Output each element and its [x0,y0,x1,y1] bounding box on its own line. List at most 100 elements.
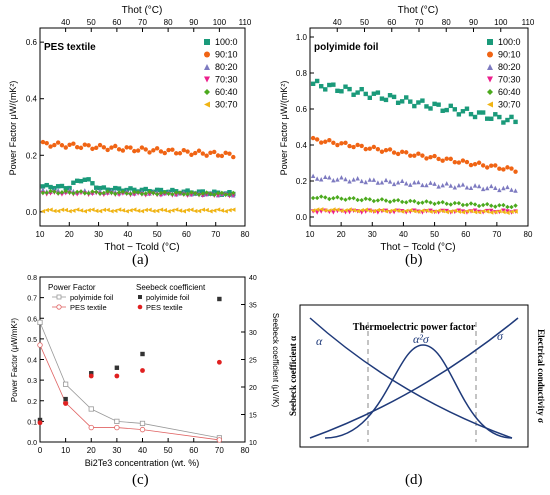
x2-tick-label: 80 [164,18,173,27]
data-point [48,188,53,194]
data-point [189,207,194,212]
data-point [204,207,209,213]
data-point [375,180,381,185]
data-point [101,185,107,190]
legend-label: polyimide foil [146,293,190,302]
y2-tick-label: 25 [249,358,257,365]
chart-a-x2-ticks: 40 50 60 70 80 90 100 110 [61,18,252,32]
data-point [189,152,194,157]
legend-label: PES textile [70,303,107,312]
data-point [193,208,198,214]
data-point [71,180,76,185]
data-point [219,190,225,196]
data-point [189,190,194,195]
data-point [371,91,377,96]
data-point [497,209,502,214]
power-factor-point [37,342,43,348]
data-point [399,178,405,183]
y2-tick-label: 35 [249,303,257,310]
data-point [371,144,377,150]
seebeck-point [63,396,68,402]
data-point [231,154,236,160]
data-point [208,150,213,155]
data-point [460,109,466,114]
data-point [208,191,213,197]
chart-b-x-ticks: 10 20 30 40 50 60 70 80 [306,222,533,239]
chart-a-legend: 100:0 90:10 80:20 70:30 60:40 30:70 [204,37,238,110]
data-point [355,208,360,214]
data-point [355,197,360,203]
data-point [314,78,320,84]
data-point [86,143,91,148]
data-point [143,186,148,192]
data-point [74,189,80,195]
y-tick-label: 0.8 [27,275,37,282]
chart-c-y-ticks: 0.0 0.1 0.2 0.3 0.4 0.5 0.6 0.7 0.8 [27,275,44,447]
legend-label: 30:70 [498,100,521,110]
data-point [485,165,490,170]
chart-a-points [40,139,236,214]
data-point [379,149,385,154]
data-point [497,166,502,171]
data-point [323,139,328,144]
data-point [436,184,441,189]
data-point [363,91,368,97]
data-point [456,182,462,188]
data-point [497,203,502,208]
legend-label: 70:30 [498,75,521,85]
data-point [314,207,320,212]
data-point [55,188,61,193]
data-point [387,93,393,98]
data-point [472,209,478,215]
data-point [59,143,65,148]
data-point [55,140,61,145]
data-point [359,86,364,92]
data-point [94,145,99,150]
data-point [509,187,514,192]
data-point [158,190,164,196]
data-point [227,151,232,156]
x2-tick-label: 110 [239,18,252,27]
data-point [456,209,462,214]
data-point [162,208,167,213]
data-point [355,176,360,181]
data-point [196,208,202,214]
data-point [74,192,80,197]
data-point [404,208,409,213]
data-point [212,192,217,197]
x-tick-label: 10 [61,446,70,455]
y-tick-label: 0.6 [27,316,37,323]
data-point [371,208,377,214]
data-point [460,182,466,187]
x-tick-label: 30 [112,446,121,455]
data-point [387,208,393,214]
data-point [375,198,381,203]
data-point [399,199,405,205]
data-point [501,208,506,213]
data-point [367,95,372,100]
x-tick-label: 70 [492,230,501,239]
y-tick-label: 0.6 [296,105,308,114]
data-point [63,207,68,213]
data-point [71,141,76,146]
data-point [204,190,209,195]
data-point [314,210,320,215]
data-point [436,102,441,107]
data-point [231,190,236,196]
data-point [395,151,401,157]
chart-a-x-ticks: 10 20 30 40 50 60 70 80 [36,222,250,239]
x-tick-label: 50 [153,230,162,239]
chart-c-xlabel: Bi2Te3 concentration (wt. %) [85,458,200,468]
data-point [399,99,405,104]
data-point [94,185,99,190]
legend-marker [138,295,142,299]
x2-tick-label: 80 [442,18,451,27]
data-point [505,184,510,190]
data-point [505,210,510,215]
diagram-d-power-factor-label: α²σ [413,332,430,346]
data-point [452,208,458,213]
data-point [48,184,53,190]
seebeck-point [140,368,145,373]
data-point [323,174,328,179]
